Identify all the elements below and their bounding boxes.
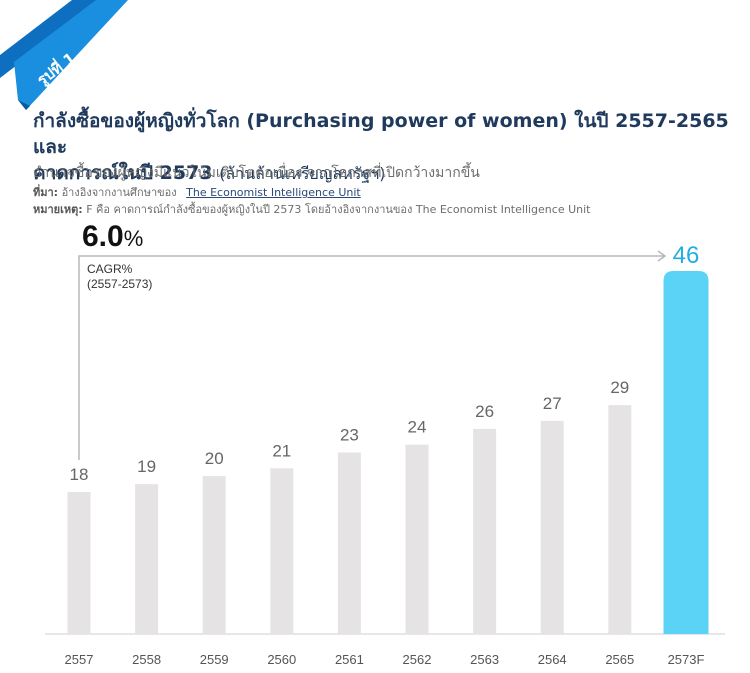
x-tick-2573F: 2573F — [668, 652, 705, 667]
x-tick-2557: 2557 — [65, 652, 94, 667]
source-text: อ้างอิงจากงานศึกษาของ — [61, 186, 177, 199]
cagr-unit: % — [123, 226, 144, 251]
value-label-2563: 26 — [475, 402, 494, 421]
value-label-2558: 19 — [137, 457, 156, 476]
x-tick-2563: 2563 — [470, 652, 499, 667]
source-label: ที่มา: — [33, 186, 59, 199]
title-line-1: กำลังซื้อของผู้หญิงทั่วโลก (Purchasing p… — [33, 110, 729, 158]
x-tick-2560: 2560 — [267, 652, 296, 667]
bar-2559 — [202, 476, 226, 634]
bar-2565 — [608, 405, 632, 634]
source-line: ที่มา: อ้างอิงจากงานศึกษาของ The Economi… — [33, 183, 361, 201]
x-tick-2564: 2564 — [538, 652, 567, 667]
value-label-2564: 27 — [543, 394, 562, 413]
chart-title: กำลังซื้อของผู้หญิงทั่วโลก (Purchasing p… — [33, 108, 733, 187]
figure-badge-ribbon: รูปที่ 1 — [0, 0, 128, 110]
bar-2561 — [337, 452, 361, 634]
source-link[interactable]: The Economist Intelligence Unit — [186, 186, 361, 199]
value-label-2562: 24 — [408, 418, 427, 437]
note-label: หมายเหตุ: — [33, 203, 83, 216]
value-label-2560: 21 — [272, 441, 291, 460]
cagr-value: 6.0% — [82, 220, 144, 253]
value-label-2559: 20 — [205, 449, 224, 468]
title-unit: (ล้านล้านเหรียญสหรัฐฯ) — [219, 164, 386, 183]
bar-2560 — [270, 468, 294, 634]
chart-subtitle: อำนาจซื้อของผู้หญิงมีแนวโน้มเติบโตต่อเนื… — [33, 165, 480, 181]
bar-2558 — [135, 484, 159, 634]
cagr-arrowhead — [657, 250, 667, 262]
bar-2563 — [473, 428, 497, 634]
cagr-connector-line — [78, 255, 664, 460]
value-label-2557: 18 — [70, 465, 89, 484]
bar-2562 — [405, 444, 429, 634]
value-label-2561: 23 — [340, 426, 359, 445]
value-label-2573F: 46 — [673, 242, 700, 269]
bar-2573F — [663, 271, 709, 634]
x-tick-2565: 2565 — [605, 652, 634, 667]
note-text: F คือ คาดการณ์กำลังซื้อของผู้หญิงในปี 25… — [86, 203, 591, 216]
bar-2564 — [540, 420, 564, 634]
x-tick-2559: 2559 — [200, 652, 229, 667]
x-tick-2561: 2561 — [335, 652, 364, 667]
cagr-label: CAGR% (2557-2573) — [87, 262, 153, 291]
x-tick-2562: 2562 — [403, 652, 432, 667]
x-tick-2558: 2558 — [132, 652, 161, 667]
title-line-2: คาดการณ์ในปี 2573 (ล้านล้านเหรียญสหรัฐฯ) — [33, 162, 386, 184]
bar-2557 — [67, 491, 91, 634]
value-label-2565: 29 — [610, 378, 629, 397]
note-line: หมายเหตุ: F คือ คาดการณ์กำลังซื้อของผู้ห… — [33, 200, 590, 218]
